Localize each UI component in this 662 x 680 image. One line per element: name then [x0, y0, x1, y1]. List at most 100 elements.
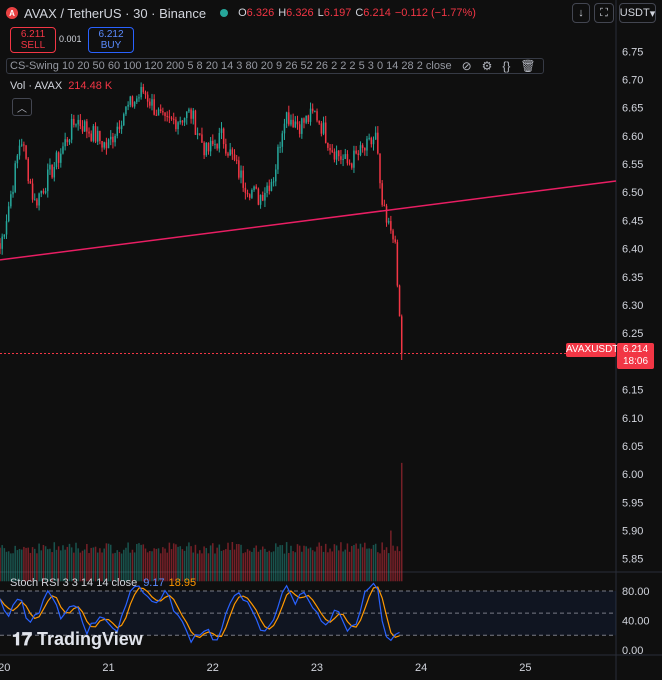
volume-bar [379, 553, 381, 582]
candle-body [109, 136, 112, 140]
candle-body [220, 128, 223, 133]
volume-bar [103, 548, 105, 582]
candle-body [335, 150, 338, 160]
volume-bar [238, 544, 240, 582]
volume-bar [251, 551, 253, 582]
candle-body [248, 194, 251, 198]
candle-body [14, 163, 16, 192]
price-tick-label: 6.70 [622, 74, 643, 86]
trash-icon[interactable]: 🗑 [520, 59, 536, 73]
sell-price: 6.211 [20, 29, 46, 40]
tradingview-logo[interactable]: 𝟏𝟕 TradingView [12, 629, 143, 649]
candle-body [246, 192, 249, 195]
candle-body [18, 145, 21, 156]
candle-body [307, 115, 310, 122]
volume-bar [129, 552, 132, 582]
candle-body [377, 132, 379, 154]
candle-body [172, 118, 175, 120]
buy-button[interactable]: 6.212 BUY [88, 27, 134, 53]
volume-bar [348, 551, 351, 582]
sell-button[interactable]: 6.211 SELL [10, 27, 56, 53]
currency-button[interactable]: USDT ▾ [619, 3, 656, 23]
settings-icon[interactable]: ⚙ [481, 59, 493, 73]
volume-bar [231, 541, 234, 582]
indicator-legend[interactable]: CS-Swing 10 20 50 60 100 120 200 5 8 20 … [6, 58, 544, 74]
sell-label: SELL [20, 40, 46, 51]
volume-bar [20, 549, 23, 582]
volume-bar [244, 552, 247, 582]
candle-body [136, 98, 138, 102]
avax-logo-icon: A [6, 7, 18, 19]
price-tick-label: 6.50 [622, 187, 643, 199]
volume-bar [185, 546, 188, 582]
candle-body [285, 112, 288, 124]
candle-body [387, 221, 390, 223]
candle-body [170, 117, 173, 119]
candle-body [385, 205, 388, 223]
candle-body [3, 234, 6, 237]
download-icon[interactable]: ↓ [572, 3, 590, 23]
candle-body [251, 189, 253, 198]
candle-body [62, 146, 64, 154]
volume-bar [364, 542, 366, 582]
candle-body [68, 139, 71, 143]
volume-bar [23, 546, 25, 582]
volume-bar [133, 552, 136, 582]
volume-bar [86, 544, 88, 582]
volume-bar [229, 549, 231, 582]
volume-bar [374, 543, 377, 582]
volume-bar [138, 543, 140, 582]
volume-bar [324, 543, 327, 582]
volume-bar [366, 548, 368, 582]
candle-body [81, 126, 84, 132]
volume-bar [144, 548, 147, 582]
candle-body [40, 190, 43, 194]
volume-bar [340, 542, 342, 582]
volume-bar [355, 543, 357, 582]
volume-bar [333, 544, 336, 582]
candle-body [346, 154, 349, 164]
volume-bar [47, 549, 49, 582]
candle-body [340, 156, 342, 160]
candle-body [44, 191, 47, 193]
volume-bar [381, 542, 383, 582]
price-tick-label: 6.60 [622, 131, 643, 143]
candle-body [10, 194, 12, 207]
volume-bar [199, 550, 201, 582]
price-tick-label: 6.10 [622, 413, 643, 425]
fullscreen-icon[interactable]: ⛶ [594, 3, 614, 23]
volume-bar [351, 546, 353, 582]
candle-body [175, 119, 177, 130]
collapse-legend-icon[interactable]: ︿ [12, 98, 32, 116]
volume-bar [94, 546, 97, 582]
candle-body [309, 108, 312, 122]
candle-body [75, 124, 77, 126]
candle-body [16, 155, 19, 164]
candle-body [212, 140, 214, 145]
candle-body [120, 125, 123, 130]
volume-bar [105, 543, 108, 582]
candle-body [205, 142, 208, 156]
volume-bar [303, 545, 305, 582]
tradingview-icon: 𝟏𝟕 [12, 629, 33, 649]
candle-body [229, 149, 231, 156]
volume-bar [400, 462, 403, 582]
braces-icon[interactable]: {} [502, 59, 511, 73]
volume-bar [44, 546, 47, 582]
volume-bar [66, 546, 69, 582]
candle-body [203, 142, 205, 156]
candle-body [168, 116, 171, 118]
volume-bar [42, 544, 45, 582]
volume-bar [99, 548, 101, 582]
volume-bar [220, 550, 223, 582]
price-tick-label: 6.00 [622, 469, 643, 481]
volume-bar [255, 545, 257, 582]
eye-off-icon[interactable]: ⊘ [461, 59, 472, 73]
volume-bar [57, 546, 60, 582]
candle-body [222, 128, 225, 145]
symbol-title[interactable]: AVAX / TetherUS · 30 · Binance [24, 5, 207, 21]
volume-bar [96, 552, 99, 582]
volume-bar [205, 548, 208, 582]
volume-bar [7, 551, 10, 582]
candle-body [153, 99, 155, 115]
